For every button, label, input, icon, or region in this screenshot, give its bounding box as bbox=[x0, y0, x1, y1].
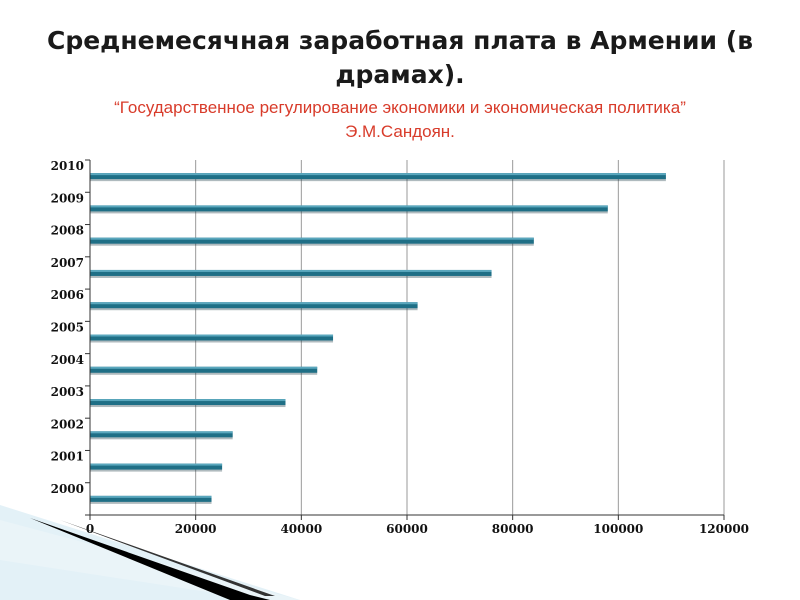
bar bbox=[90, 463, 223, 470]
bar-highlight bbox=[90, 269, 492, 272]
bar-highlight bbox=[90, 495, 212, 498]
chart-title: Среднемесячная заработная плата в Армени… bbox=[46, 26, 754, 89]
bar bbox=[90, 269, 492, 276]
chart-subtitle: “Государственное регулирование экономики… bbox=[40, 96, 760, 144]
x-tick-label: 120000 bbox=[699, 522, 749, 536]
bar bbox=[90, 334, 334, 341]
y-tick-label: 2002 bbox=[51, 417, 84, 431]
bar-highlight bbox=[90, 205, 608, 208]
tick-labels-layer: 0 20000 40000 60000 80000 100000 120000 2000 200… bbox=[51, 159, 749, 536]
y-tick-label: 2008 bbox=[51, 224, 84, 238]
bar bbox=[90, 495, 212, 502]
bar-highlight bbox=[90, 302, 418, 305]
bar bbox=[90, 205, 608, 212]
bar bbox=[90, 237, 534, 244]
decoration-thin-stroke bbox=[60, 520, 275, 596]
bars-layer bbox=[90, 173, 666, 504]
subtitle-source-title: “Государственное регулирование экономики… bbox=[114, 98, 686, 117]
bar-highlight bbox=[90, 399, 286, 402]
x-tick-label: 40000 bbox=[280, 522, 322, 536]
y-tick-label: 2004 bbox=[51, 353, 84, 367]
x-tick-label: 80000 bbox=[492, 522, 534, 536]
bar bbox=[90, 173, 666, 180]
y-tick-label: 2001 bbox=[51, 450, 84, 464]
x-tick-label: 20000 bbox=[175, 522, 217, 536]
subtitle-author: Э.М.Сандоян. bbox=[345, 122, 455, 141]
bar-highlight bbox=[90, 366, 318, 369]
y-tick-label: 2005 bbox=[51, 321, 84, 335]
title-block: Среднемесячная заработная плата в Армени… bbox=[40, 24, 760, 144]
bar bbox=[90, 302, 418, 309]
axes-layer bbox=[85, 159, 725, 520]
bar bbox=[90, 399, 286, 406]
bar bbox=[90, 431, 233, 438]
bar-highlight bbox=[90, 334, 334, 337]
y-tick-label: 2000 bbox=[51, 482, 84, 496]
bar-highlight bbox=[90, 463, 223, 466]
bar-highlight bbox=[90, 431, 233, 434]
bar-highlight bbox=[90, 237, 534, 240]
y-tick-label: 2009 bbox=[51, 191, 84, 205]
x-tick-label: 0 bbox=[86, 522, 94, 536]
y-tick-label: 2006 bbox=[51, 288, 84, 302]
x-tick-label: 100000 bbox=[593, 522, 643, 536]
x-tick-label: 60000 bbox=[386, 522, 428, 536]
y-tick-label: 2003 bbox=[51, 385, 84, 399]
bar-highlight bbox=[90, 173, 666, 176]
y-tick-label: 2007 bbox=[51, 256, 84, 270]
bar bbox=[90, 366, 318, 373]
y-tick-label: 2010 bbox=[51, 159, 84, 173]
